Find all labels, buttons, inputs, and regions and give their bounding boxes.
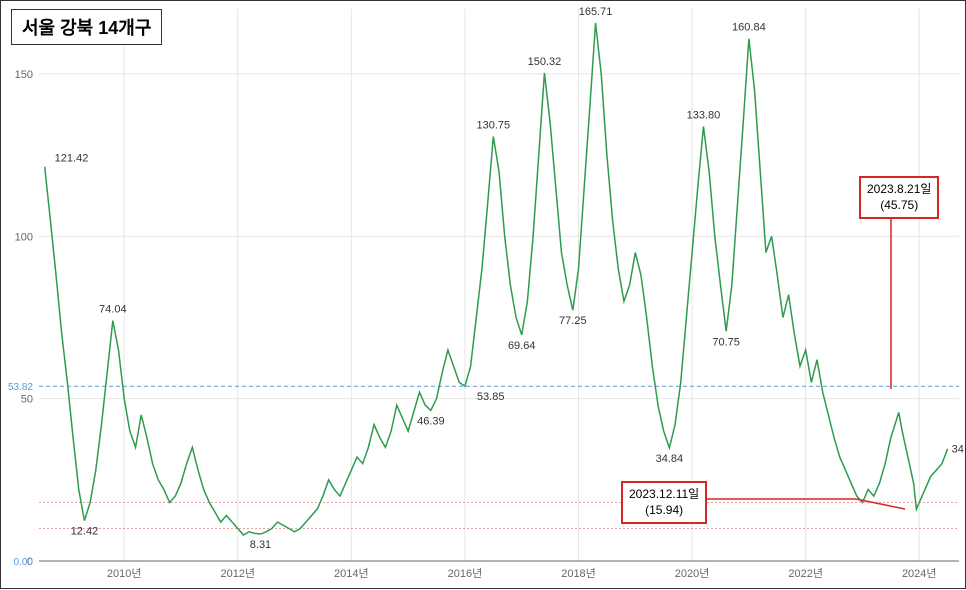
x-tick-label: 2024년 <box>902 567 937 580</box>
reference-line-label: 53.82 <box>8 382 33 393</box>
x-tick-label: 2020년 <box>675 567 710 580</box>
point-label: 74.04 <box>99 304 127 316</box>
point-label: 53.85 <box>477 391 505 403</box>
x-tick-label: 2016년 <box>448 567 483 580</box>
annotation-text: 2023.8.21일 <box>867 182 931 198</box>
anno-dec: 2023.12.11일(15.94) <box>621 481 707 524</box>
point-label: 46.39 <box>417 415 445 427</box>
y-tick-label: 100 <box>15 231 33 243</box>
x-tick-label: 2018년 <box>561 567 596 580</box>
anno-aug: 2023.8.21일(45.75) <box>859 176 939 219</box>
annotation-text: 2023.12.11일 <box>629 487 699 503</box>
point-label: 69.64 <box>508 340 536 352</box>
point-label: 130.75 <box>476 119 510 131</box>
point-label: 77.25 <box>559 315 587 327</box>
series-line <box>45 23 948 535</box>
point-label: 8.31 <box>250 539 271 551</box>
point-label: 34.57 <box>952 444 966 456</box>
point-label: 160.84 <box>732 22 766 34</box>
x-tick-label: 2014년 <box>334 567 369 580</box>
x-tick-label: 2012년 <box>220 567 255 580</box>
point-label: 165.71 <box>579 6 613 18</box>
point-label: 70.75 <box>712 336 740 348</box>
point-label: 34.84 <box>656 453 684 465</box>
point-label: 121.42 <box>55 153 89 165</box>
point-label: 12.42 <box>71 526 99 538</box>
x-tick-label: 2022년 <box>788 567 823 580</box>
annotation-text: (45.75) <box>867 198 931 214</box>
chart-container: 서울 강북 14개구 0501001502010년2012년2014년2016년… <box>0 0 966 589</box>
point-label: 150.32 <box>528 56 562 68</box>
chart-title: 서울 강북 14개구 <box>11 9 162 45</box>
point-label: 133.80 <box>687 110 721 122</box>
annotation-text: (15.94) <box>629 503 699 519</box>
x-tick-label: 2010년 <box>107 567 142 580</box>
chart-svg: 0501001502010년2012년2014년2016년2018년2020년2… <box>1 1 966 590</box>
y-tick-label: 50 <box>21 394 33 406</box>
reference-line-label: 0.00 <box>14 557 34 568</box>
y-tick-label: 150 <box>15 69 33 81</box>
